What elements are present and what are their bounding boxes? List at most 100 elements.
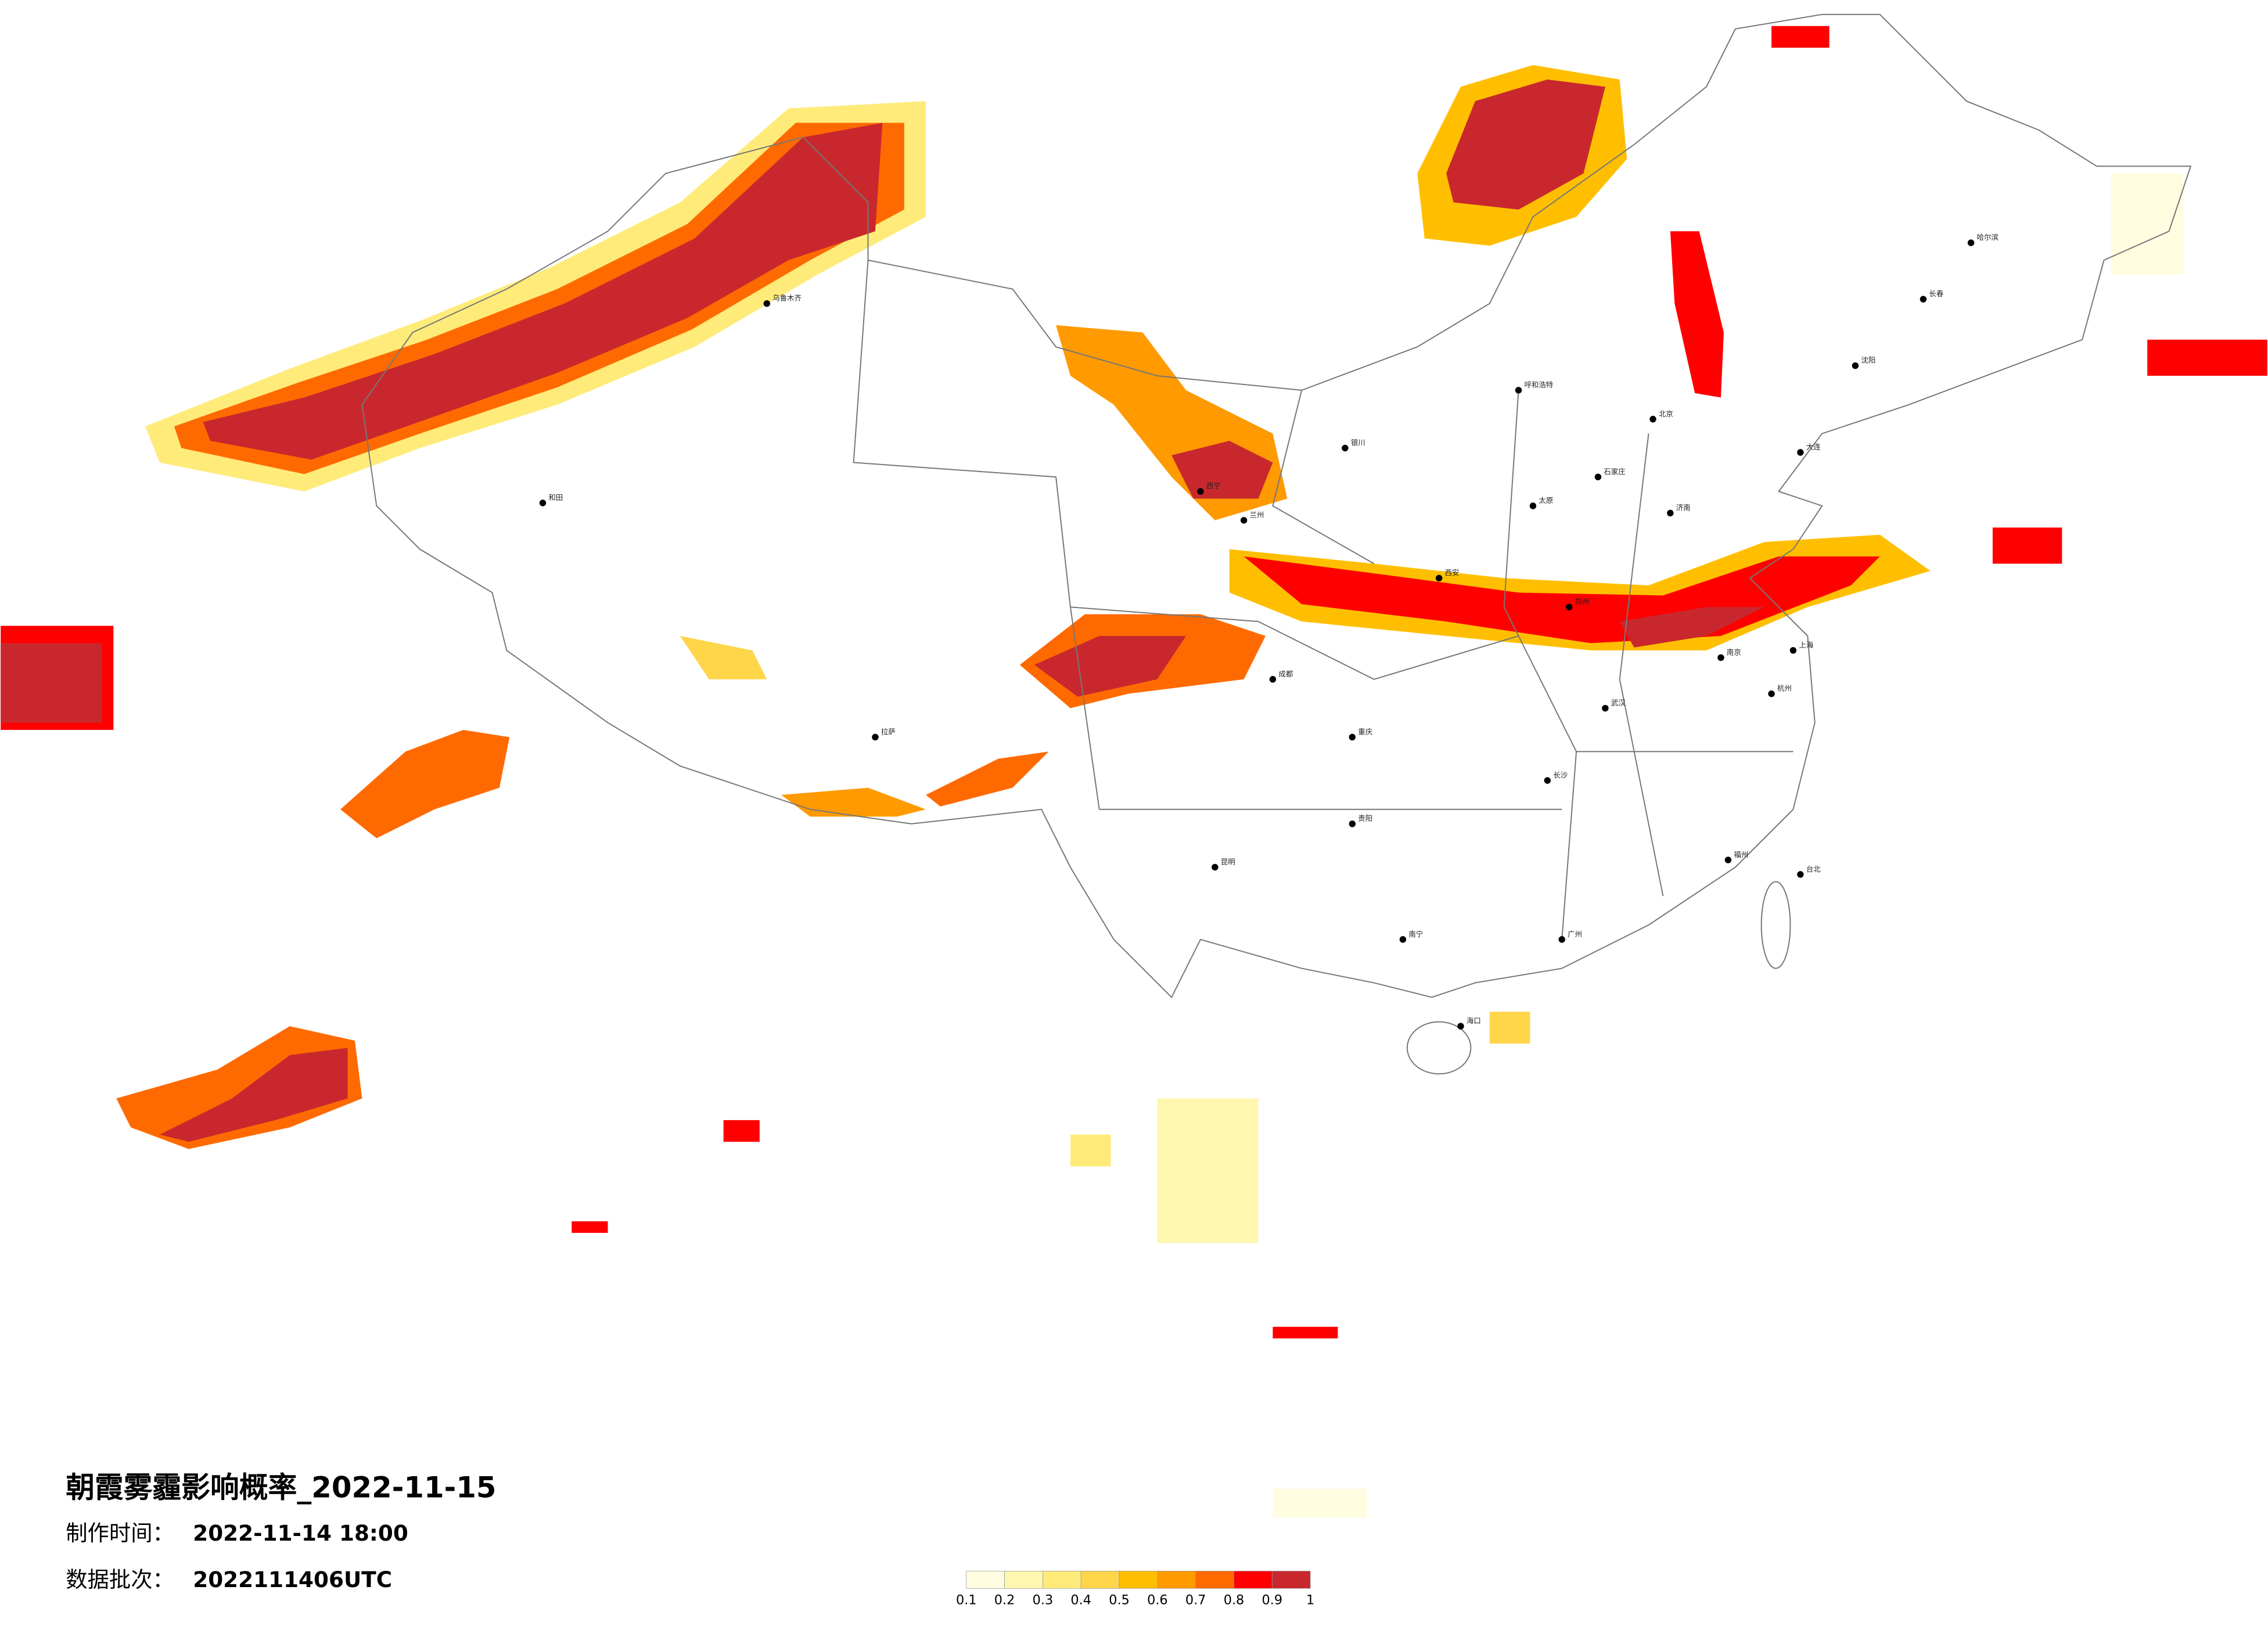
batch-label: 数据批次： [66, 1567, 174, 1592]
city-label: 济南 [1676, 503, 1691, 512]
country-border [361, 13, 2192, 999]
city-dot [1602, 704, 1609, 712]
legend-tick-label: 0.6 [1147, 1593, 1168, 1608]
city-dot [1197, 488, 1204, 495]
city-dot [1594, 473, 1602, 481]
batch-value: 2022111406UTC [193, 1567, 392, 1592]
city-dot [1212, 864, 1219, 871]
city-label: 广州 [1568, 930, 1582, 938]
heat-region [159, 1048, 348, 1142]
city-dot [1768, 690, 1775, 697]
legend-swatch [1271, 1571, 1311, 1589]
city-label: 贵阳 [1358, 814, 1372, 823]
city-dot [1852, 362, 1859, 369]
heat-region [1489, 1012, 1530, 1044]
city-label: 大连 [1806, 443, 1821, 451]
legend-tick-label: 0.8 [1224, 1593, 1245, 1608]
taiwan [1760, 881, 1791, 969]
legend-tick-label: 0.1 [956, 1593, 977, 1608]
borders [361, 13, 2192, 1075]
map-title: 朝霞雾霾影响概率_2022-11-15 [66, 1470, 496, 1504]
heat-region [680, 636, 767, 679]
city-dot [1435, 574, 1443, 582]
city-label: 西安 [1445, 569, 1460, 577]
city-label: 哈尔滨 [1977, 233, 1999, 242]
city-label: 和田 [549, 493, 563, 502]
city-dot [1649, 416, 1656, 423]
city-dot [1789, 647, 1797, 654]
city-dot [1920, 296, 1927, 303]
legend-tick-label: 1 [1306, 1593, 1314, 1608]
heat-region [1171, 441, 1273, 499]
city-label: 沈阳 [1861, 356, 1875, 365]
city-label: 太原 [1539, 496, 1553, 505]
heat-region [1273, 1326, 1338, 1339]
city-label: 兰州 [1250, 510, 1264, 519]
legend-tick-label: 0.4 [1070, 1593, 1091, 1608]
production-time-value: 2022-11-14 18:00 [193, 1520, 408, 1546]
heat-region [1034, 636, 1187, 697]
city-label: 乌鲁木齐 [772, 294, 801, 303]
city-label: 昆明 [1221, 857, 1235, 866]
city-dot [1457, 1023, 1464, 1030]
heat-region [781, 787, 926, 817]
city-dot [1342, 444, 1349, 452]
heat-region [203, 123, 883, 460]
heat-region [572, 1221, 608, 1233]
city-label: 杭州 [1777, 684, 1792, 693]
heat-region [2111, 173, 2184, 275]
city-label: 长春 [1929, 289, 1943, 298]
city-label: 石家庄 [1604, 467, 1625, 476]
legend-tick-label: 0.7 [1185, 1593, 1206, 1608]
legend-swatch [1119, 1571, 1158, 1589]
city-dot [1240, 517, 1248, 524]
legend-swatch [1195, 1571, 1234, 1589]
legend-swatch [1157, 1571, 1196, 1589]
city-label: 郑州 [1575, 597, 1590, 606]
heat-region [2147, 339, 2267, 376]
city-dot [1797, 449, 1804, 456]
city-label: 南宁 [1408, 930, 1423, 938]
city-label: 武汉 [1611, 699, 1626, 707]
city-label: 银川 [1351, 438, 1365, 447]
heat-layer [1, 26, 2267, 1518]
city-dot [1565, 603, 1573, 611]
heat-region [1619, 607, 1764, 648]
city-dot [1724, 857, 1732, 864]
city-dot [1529, 502, 1537, 509]
legend-tick-label: 0.3 [1033, 1593, 1054, 1608]
heat-region [723, 1120, 760, 1142]
city-dot [1349, 820, 1356, 828]
city-label: 南京 [1727, 647, 1741, 656]
legend-swatch [1043, 1571, 1081, 1589]
city-dot [539, 499, 547, 506]
heat-region [1446, 79, 1605, 210]
city-dot [1967, 239, 1975, 246]
city-dot [1667, 509, 1674, 517]
city-dot [872, 733, 879, 741]
city-dot [763, 300, 771, 307]
heat-region [340, 729, 510, 839]
legend-swatch [966, 1571, 1005, 1589]
heat-region [1670, 231, 1724, 398]
city-label: 海口 [1467, 1016, 1481, 1025]
heat-region [1, 643, 102, 723]
heat-region [1771, 26, 1830, 48]
city-label: 台北 [1806, 865, 1821, 873]
heat-region [1273, 1488, 1367, 1518]
city-dot [1544, 777, 1551, 784]
city-label: 上海 [1799, 641, 1813, 649]
city-dot [1269, 676, 1277, 683]
city-label: 福州 [1734, 850, 1748, 859]
legend-swatch [1004, 1571, 1043, 1589]
city-dot [1717, 654, 1724, 661]
legend-tick-label: 0.9 [1262, 1593, 1283, 1608]
city-label: 成都 [1278, 670, 1293, 678]
heat-region [1157, 1098, 1259, 1243]
city-dot [1558, 936, 1565, 943]
city-label: 呼和浩特 [1525, 380, 1554, 389]
